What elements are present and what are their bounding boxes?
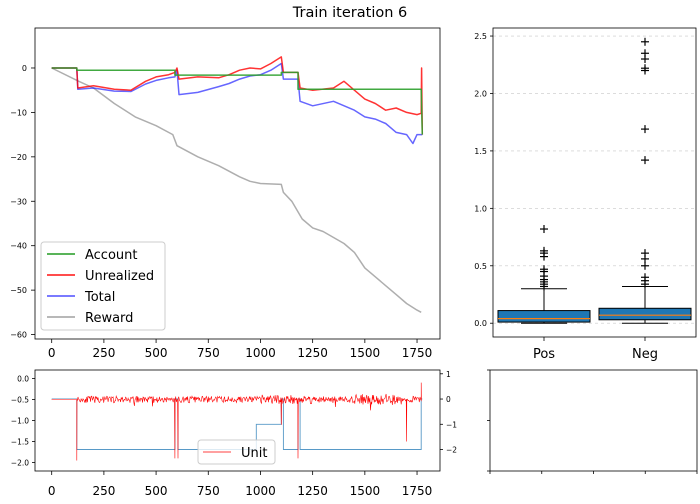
bottom-x-tick-label: 750: [197, 484, 220, 498]
box-y-ticks: 0.0 0.5 1.0 1.5 2.0 2.5: [474, 32, 493, 328]
unit-line: [51, 382, 422, 461]
bottom-right-y-tick-label: 0: [446, 395, 451, 404]
bottom-x-tick-label: 0: [48, 484, 56, 498]
box-flier-pos: [540, 246, 548, 255]
series-line-reward: [51, 67, 422, 313]
box-y-tick-label: 1.0: [474, 204, 487, 213]
series-line-account: [51, 67, 424, 135]
bottom-left-y-tick-label: −0.5: [11, 395, 29, 404]
legend-label-unit: Unit: [241, 446, 267, 461]
main-y-ticks: 0 −10 −20 −30 −40 −50 −60: [10, 64, 35, 340]
box-grid: [493, 35, 696, 324]
main-y-tick-label: −60: [10, 331, 27, 340]
main-y-tick-label: 0: [22, 64, 27, 73]
box-items: [497, 37, 692, 324]
box-flier-neg: [641, 156, 649, 165]
bottom-x-tick-label: 500: [145, 484, 168, 498]
main-y-tick-label: −20: [10, 153, 27, 162]
main-legend: Account Unrealized Total Reward: [40, 241, 166, 331]
bottom-x-tick-label: 1500: [350, 484, 381, 498]
box-y-tick-label: 0.5: [474, 262, 487, 271]
bottom-right-y-tick-label: −2: [446, 446, 457, 455]
bottom-left-y-ticks: 0.0 −0.5 −1.0 −1.5 −2.0: [11, 374, 35, 468]
main-chart: 0 250 500 750 1000 1250 1500 1750 0 −10 −20 −30 −40…: [10, 27, 441, 360]
bottom-legend-box: [197, 439, 276, 465]
box-flier-neg: [641, 249, 649, 258]
main-y-tick-label: −30: [10, 197, 27, 206]
bottom-left-y-tick-label: −2.0: [11, 459, 29, 468]
box-chart: 0.0 0.5 1.0 1.5 2.0 2.5 Pos Neg: [474, 27, 697, 362]
series-line-unrealized: [51, 56, 424, 135]
box-body-pos: [497, 310, 591, 323]
empty-chart-ticks: [487, 369, 698, 474]
box-flier-neg: [641, 64, 649, 73]
box-y-tick-label: 2.0: [474, 89, 487, 98]
box-flier-neg: [641, 261, 649, 270]
box-chart-frame: [492, 27, 697, 338]
box-y-tick-label: 1.5: [474, 147, 487, 156]
main-series: [51, 56, 424, 313]
legend-label-unrealized: Unrealized: [85, 269, 154, 284]
bottom-x-tick-label: 1250: [297, 484, 328, 498]
main-legend-box: [40, 241, 166, 331]
legend-label-total: Total: [84, 290, 115, 305]
main-y-tick-label: −50: [10, 286, 27, 295]
box-flier-neg: [641, 273, 649, 282]
main-y-tick-label: −40: [10, 242, 27, 251]
bottom-left-y-tick-label: −1.5: [11, 438, 29, 447]
bottom-x-ticks: 0 250 500 750 1000 1250 1500 1750: [48, 471, 432, 498]
main-y-tick-label: −10: [10, 108, 27, 117]
bottom-right-y-tick-label: −1: [446, 420, 457, 429]
bottom-right-y-ticks: 1 0 −1 −2: [440, 370, 457, 455]
bottom-legend: Unit: [197, 439, 276, 465]
box-y-tick-label: 0.0: [474, 319, 487, 328]
main-x-tick-label: 250: [92, 346, 115, 360]
figure-title: Train iteration 6: [292, 5, 408, 21]
bottom-x-tick-label: 1000: [245, 484, 276, 498]
bottom-chart-frame: [34, 369, 441, 472]
legend-label-reward: Reward: [85, 311, 133, 326]
legend-label-account: Account: [85, 248, 138, 263]
box-category-label-neg: Neg: [632, 347, 658, 362]
main-x-tick-label: 750: [197, 346, 220, 360]
box-y-tick-label: 2.5: [474, 32, 487, 41]
bottom-series: [51, 382, 423, 461]
main-chart-frame: [34, 27, 441, 340]
box-body-neg: [598, 307, 692, 321]
box-flier-neg: [641, 49, 649, 58]
box-flier-pos: [540, 225, 548, 234]
main-x-tick-label: 1500: [350, 346, 381, 360]
bottom-left-y-tick-label: −1.0: [11, 417, 29, 426]
box-flier-neg: [641, 125, 649, 134]
main-x-tick-label: 1250: [297, 346, 328, 360]
main-x-ticks: 0 250 500 750 1000 1250 1500 1750: [48, 339, 432, 360]
bottom-left-y-tick-label: 0.0: [17, 374, 29, 383]
bottom-chart: 0 250 500 750 1000 1250 1500 1750 0.0 −0.5 −1.0 −1…: [11, 369, 457, 498]
empty-chart-frame: [489, 369, 698, 472]
box-flier-pos: [540, 265, 548, 274]
bottom-x-tick-label: 1750: [402, 484, 433, 498]
bottom-x-tick-label: 250: [92, 484, 115, 498]
main-x-tick-label: 1750: [402, 346, 433, 360]
empty-chart: [487, 369, 698, 474]
main-x-tick-label: 0: [48, 346, 56, 360]
main-x-tick-label: 1000: [245, 346, 276, 360]
box-x-ticks: Pos Neg: [533, 337, 658, 362]
box-category-label-pos: Pos: [533, 347, 555, 362]
box-flier-neg: [641, 37, 649, 46]
bottom-right-y-tick-label: 1: [446, 370, 451, 379]
main-x-tick-label: 500: [145, 346, 168, 360]
